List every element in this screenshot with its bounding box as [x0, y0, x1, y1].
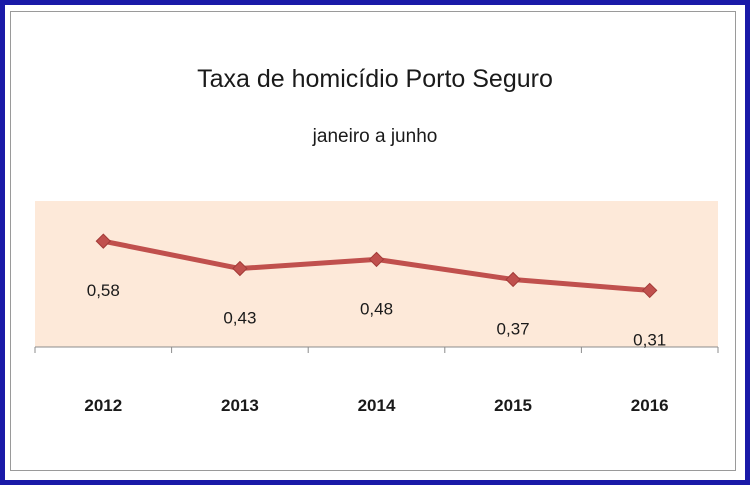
data-label: 0,37 [497, 319, 530, 338]
data-point-marker [95, 233, 112, 249]
chart-subtitle: janeiro a junho [312, 126, 438, 147]
data-point-marker [641, 282, 658, 299]
series-markers [95, 233, 658, 299]
x-tick-label: 2015 [494, 396, 532, 415]
x-tick-label: 2014 [358, 396, 396, 415]
data-point-marker [232, 260, 248, 277]
chart-title: Taxa de homicídio Porto Seguro [197, 65, 553, 93]
data-label: 0,31 [633, 330, 666, 349]
x-axis-tick-labels: 2012 2013 2014 2015 2016 [84, 396, 668, 415]
plot-area [35, 201, 718, 347]
data-labels: 0,58 0,43 0,48 0,37 0,31 [87, 281, 666, 349]
data-point-marker [368, 251, 385, 268]
data-label: 0,48 [360, 299, 393, 318]
data-label: 0,58 [87, 281, 120, 300]
x-tick-label: 2013 [221, 396, 259, 415]
x-axis-ticks [34, 347, 719, 353]
data-label: 0,43 [223, 309, 256, 328]
x-tick-label: 2016 [631, 396, 669, 415]
data-point-marker [505, 271, 521, 288]
x-tick-label: 2012 [84, 396, 122, 415]
